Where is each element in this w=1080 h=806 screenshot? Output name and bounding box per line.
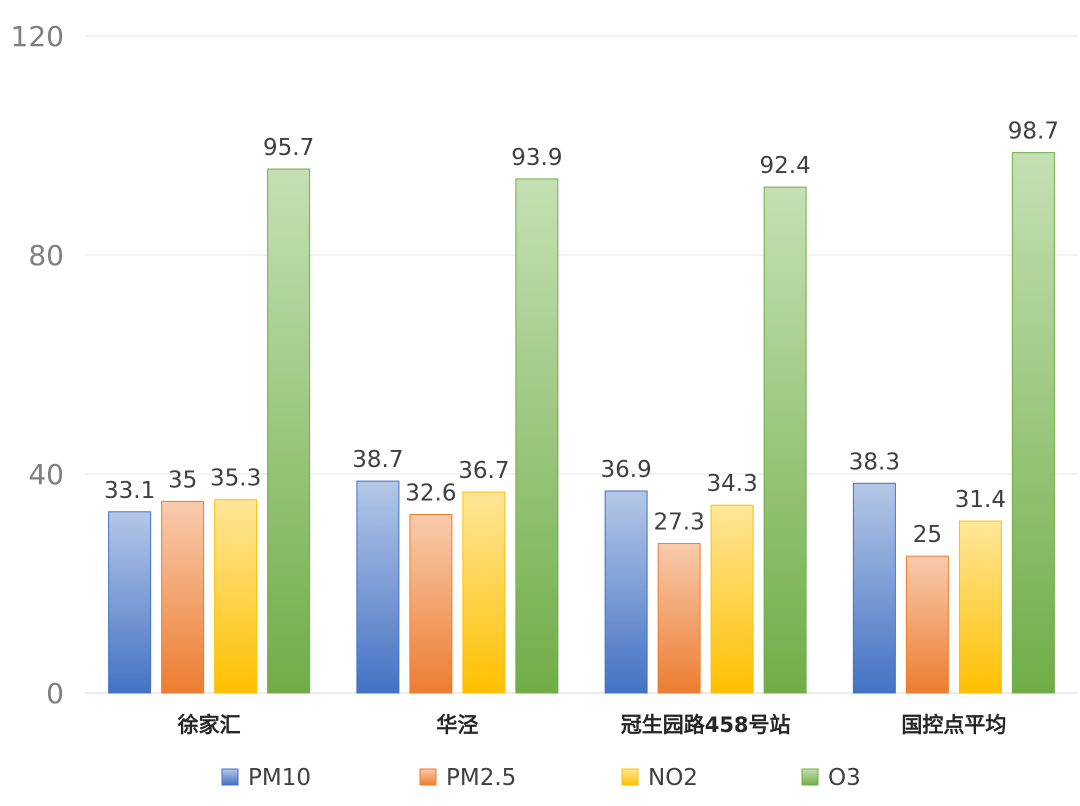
y-tick-label: 40 bbox=[28, 458, 64, 491]
data-label: 35 bbox=[168, 467, 197, 493]
legend-swatch bbox=[621, 768, 639, 786]
bar-pm25 bbox=[409, 514, 453, 694]
bar-pm25 bbox=[161, 500, 205, 694]
legend-label: NO2 bbox=[648, 765, 698, 791]
legend-swatch bbox=[801, 768, 819, 786]
data-label: 35.3 bbox=[210, 466, 261, 492]
bar-pm25 bbox=[905, 555, 949, 694]
data-label: 93.9 bbox=[511, 145, 562, 171]
data-label: 92.4 bbox=[760, 153, 811, 179]
y-tick-label: 0 bbox=[46, 677, 64, 710]
data-label: 95.7 bbox=[263, 135, 314, 161]
data-label: 38.3 bbox=[849, 449, 900, 475]
bar-o3 bbox=[515, 178, 559, 694]
legend: PM10 PM2.5 NO2 O3 bbox=[221, 765, 861, 791]
bar-pm25 bbox=[657, 543, 701, 694]
bars bbox=[108, 152, 1055, 694]
data-label: 33.1 bbox=[104, 478, 155, 504]
x-category-label: 徐家汇 bbox=[177, 713, 241, 737]
data-label: 32.6 bbox=[405, 481, 456, 507]
y-axis: 0 40 80 120 bbox=[11, 20, 64, 710]
bar-pm10 bbox=[604, 490, 648, 694]
y-tick-label: 80 bbox=[28, 239, 64, 272]
data-label: 25 bbox=[913, 522, 942, 548]
data-label: 31.4 bbox=[955, 487, 1006, 513]
data-label: 34.3 bbox=[707, 471, 758, 497]
y-tick-label: 120 bbox=[11, 20, 64, 53]
data-label: 98.7 bbox=[1008, 119, 1059, 145]
data-label: 38.7 bbox=[352, 447, 403, 473]
bar-o3 bbox=[1011, 152, 1055, 694]
data-labels: 33.1 35 35.3 95.7 38.732.636.7 93.9 36.9 27.334… bbox=[104, 119, 1059, 549]
x-category-label: 冠生园路458号站 bbox=[621, 713, 791, 737]
data-label: 36.7 bbox=[458, 458, 509, 484]
legend-label: O3 bbox=[828, 765, 861, 791]
bar-no2 bbox=[958, 520, 1002, 694]
legend-swatch bbox=[419, 768, 437, 786]
bar-no2 bbox=[214, 499, 258, 694]
x-category-label: 国控点平均 bbox=[901, 713, 1006, 737]
x-axis: 徐家汇 华泾 冠生园路458号站 国控点平均 bbox=[177, 713, 1007, 737]
legend-label: PM2.5 bbox=[446, 765, 516, 791]
bar-pm10 bbox=[108, 511, 152, 694]
legend-swatch bbox=[221, 768, 239, 786]
bar-pm10 bbox=[356, 480, 400, 694]
data-label: 27.3 bbox=[654, 510, 705, 536]
data-label: 36.9 bbox=[601, 457, 652, 483]
bar-pm10 bbox=[852, 482, 896, 694]
bar-o3 bbox=[267, 168, 311, 694]
bar-no2 bbox=[462, 491, 506, 694]
bar-o3 bbox=[763, 186, 807, 694]
bar-no2 bbox=[710, 504, 754, 694]
x-category-label: 华泾 bbox=[436, 713, 478, 737]
legend-label: PM10 bbox=[248, 765, 311, 791]
